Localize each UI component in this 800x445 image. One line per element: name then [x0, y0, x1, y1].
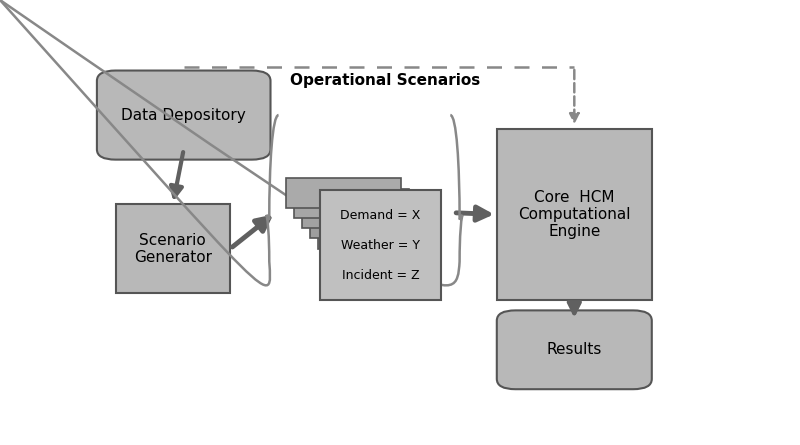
FancyBboxPatch shape [320, 190, 441, 300]
Text: Data Depository: Data Depository [122, 108, 246, 122]
FancyBboxPatch shape [286, 178, 401, 207]
Text: Operational Scenarios: Operational Scenarios [290, 73, 480, 88]
Text: Scenario
Generator: Scenario Generator [134, 232, 212, 265]
Text: Demand = X: Demand = X [340, 229, 411, 239]
Text: Demand = X: Demand = X [324, 209, 395, 218]
Text: Demand = X: Demand = X [316, 198, 387, 208]
FancyBboxPatch shape [497, 311, 652, 389]
FancyBboxPatch shape [497, 129, 652, 300]
FancyBboxPatch shape [294, 189, 409, 218]
FancyBboxPatch shape [97, 70, 270, 160]
FancyBboxPatch shape [326, 230, 441, 259]
Text: Demand = X: Demand = X [332, 219, 403, 229]
Text: Demand = X: Demand = X [348, 239, 419, 250]
Text: Demand = X

Weather = Y

Incident = Z: Demand = X Weather = Y Incident = Z [340, 209, 421, 282]
FancyBboxPatch shape [115, 204, 230, 293]
Text: Core  HCM
Computational
Engine: Core HCM Computational Engine [518, 190, 630, 239]
Text: Results: Results [546, 342, 602, 357]
FancyBboxPatch shape [318, 219, 433, 249]
FancyBboxPatch shape [302, 199, 417, 228]
FancyBboxPatch shape [310, 209, 425, 239]
